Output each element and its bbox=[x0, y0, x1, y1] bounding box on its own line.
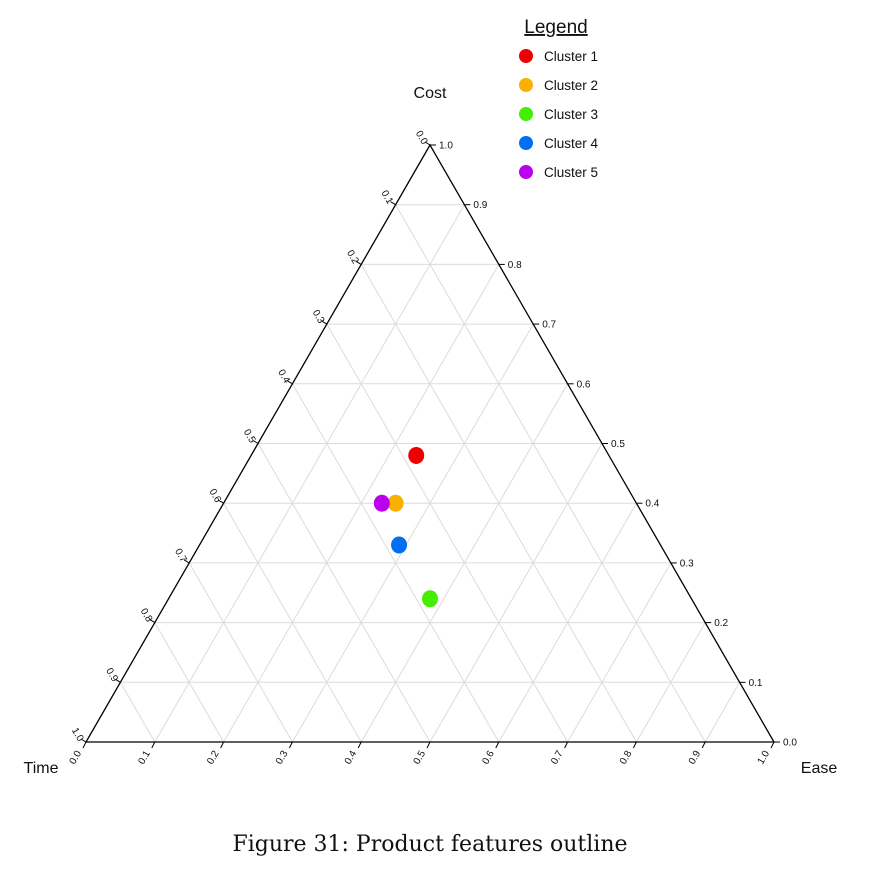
tick-label-right: 0.5 bbox=[611, 439, 625, 450]
tick-label-right: 0.8 bbox=[508, 260, 522, 271]
grid-line-ease bbox=[154, 204, 465, 743]
data-point bbox=[422, 590, 438, 608]
legend-marker bbox=[519, 136, 533, 150]
grid-line-ease bbox=[704, 682, 741, 743]
tick-label-right: 0.9 bbox=[473, 200, 487, 211]
grid-line-time bbox=[326, 323, 569, 743]
legend-marker bbox=[519, 49, 533, 63]
tick-label-left: 1.0 bbox=[69, 726, 86, 744]
tick-label-left: 0.7 bbox=[172, 547, 189, 565]
tick-bottom bbox=[632, 741, 637, 749]
tick-label-right: 0.2 bbox=[714, 618, 728, 629]
legend-marker bbox=[519, 107, 533, 121]
tick-bottom bbox=[82, 741, 87, 749]
tick-bottom bbox=[220, 741, 225, 749]
tick-label-bottom: 0.0 bbox=[68, 749, 85, 767]
tick-marks bbox=[80, 141, 780, 749]
tick-label-bottom: 0.9 bbox=[687, 749, 704, 767]
tick-bottom bbox=[564, 741, 569, 749]
tick-label-left: 0.8 bbox=[138, 607, 155, 625]
grid-line-ease bbox=[429, 443, 603, 743]
axis-title-left: Time bbox=[24, 760, 59, 777]
tick-label-bottom: 0.7 bbox=[549, 749, 566, 767]
tick-label-right: 0.4 bbox=[645, 499, 659, 510]
tick-bottom bbox=[357, 741, 362, 749]
grid-line-ease bbox=[498, 502, 637, 743]
tick-label-left: 0.9 bbox=[103, 666, 120, 684]
tick-label-right: 0.3 bbox=[680, 558, 694, 569]
tick-bottom bbox=[701, 741, 706, 749]
tick-left bbox=[355, 260, 362, 265]
tick-bottom bbox=[426, 741, 431, 749]
tick-label-bottom: 0.4 bbox=[343, 749, 360, 767]
legend-label: Cluster 2 bbox=[544, 78, 598, 93]
tick-label-left: 0.0 bbox=[413, 129, 430, 147]
legend-marker bbox=[519, 165, 533, 179]
legend-label: Cluster 1 bbox=[544, 49, 598, 64]
tick-left bbox=[183, 559, 190, 564]
tick-label-left: 0.5 bbox=[241, 427, 258, 445]
legend-marker bbox=[519, 78, 533, 92]
tick-left bbox=[252, 440, 259, 444]
tick-label-bottom: 0.3 bbox=[274, 749, 291, 767]
tick-label-left: 0.1 bbox=[379, 189, 396, 207]
grid bbox=[119, 204, 741, 743]
tick-label-bottom: 0.5 bbox=[412, 749, 429, 767]
tick-label-left: 0.3 bbox=[310, 308, 327, 326]
tick-label-bottom: 0.1 bbox=[136, 749, 153, 767]
grid-line-time bbox=[119, 682, 156, 743]
tick-label-right: 1.0 bbox=[439, 141, 453, 152]
tick-label-bottom: 0.8 bbox=[618, 749, 635, 767]
legend-label: Cluster 4 bbox=[544, 136, 599, 151]
tick-label-right: 0.7 bbox=[542, 320, 556, 331]
tick-left bbox=[218, 499, 224, 504]
tick-label-bottom: 1.0 bbox=[756, 749, 773, 767]
tick-label-bottom: 0.6 bbox=[480, 749, 497, 767]
tick-label-right: 0.6 bbox=[577, 379, 591, 390]
grid-line-time bbox=[257, 443, 431, 743]
legend: Legend Cluster 1 Cluster 2 Cluster 3 Cluste… bbox=[519, 17, 599, 180]
grid-line-ease bbox=[291, 323, 534, 743]
tick-left bbox=[424, 141, 431, 146]
legend-label: Cluster 3 bbox=[544, 107, 598, 122]
data-points bbox=[373, 446, 438, 608]
tick-labels: 0.0 0.0 0.0 0.1 0.1 0.1 0.2 0.2 0.2 0.3 0.3 0.3 0.4 0… bbox=[68, 129, 798, 767]
tick-left bbox=[149, 619, 156, 624]
data-point bbox=[408, 446, 425, 464]
legend-label: Cluster 5 bbox=[544, 165, 598, 180]
tick-left bbox=[80, 738, 87, 743]
tick-label-bottom: 0.2 bbox=[205, 749, 222, 767]
data-point bbox=[373, 494, 390, 512]
grid-line-time bbox=[154, 622, 225, 743]
axis-title-top: Cost bbox=[414, 85, 447, 102]
tick-left bbox=[287, 380, 293, 385]
grid-line-ease bbox=[635, 622, 706, 743]
tick-label-right: 0.1 bbox=[749, 678, 763, 689]
data-point bbox=[391, 536, 408, 554]
tick-left bbox=[321, 320, 328, 325]
grid-line-time bbox=[223, 502, 362, 743]
tick-label-right: 0.0 bbox=[783, 738, 797, 749]
grid-line-time bbox=[395, 204, 706, 743]
tick-left bbox=[115, 678, 121, 683]
tick-label-left: 0.6 bbox=[207, 487, 224, 505]
axis-title-right: Ease bbox=[801, 760, 838, 777]
legend-title: Legend bbox=[524, 17, 587, 38]
tick-bottom bbox=[151, 741, 156, 749]
figure-caption: Figure 31: Product features outline bbox=[232, 832, 627, 857]
tick-bottom bbox=[770, 741, 775, 749]
tick-left bbox=[390, 201, 396, 206]
data-point bbox=[387, 494, 404, 512]
grid-line-ease bbox=[567, 562, 672, 743]
tick-label-left: 0.2 bbox=[344, 248, 361, 266]
tick-bottom bbox=[288, 741, 293, 749]
tick-bottom bbox=[495, 741, 500, 749]
grid-line-time bbox=[188, 562, 293, 743]
tick-label-left: 0.4 bbox=[275, 368, 292, 386]
